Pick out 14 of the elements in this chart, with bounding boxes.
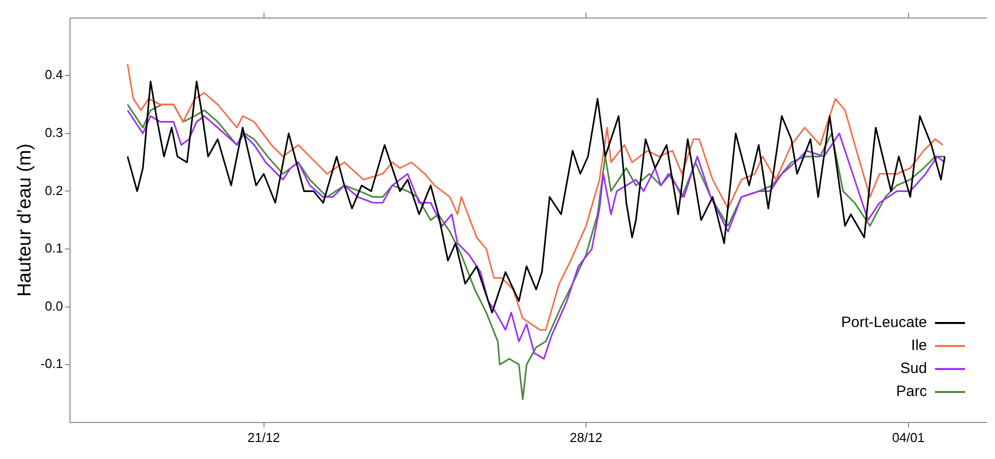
y-tick-label: 0.0 [44,298,63,314]
legend-label: Ile [911,337,927,354]
y-tick-label: 0.4 [44,67,63,82]
y-tick-label: 0.2 [44,182,63,198]
legend-label: Sud [900,360,927,377]
x-tick-label: 04/01 [892,430,925,445]
legend-label: Parc [896,383,927,400]
y-axis-title: Hauteur d’eau (m) [14,144,36,297]
x-tick-label: 28/12 [570,430,602,445]
x-tick-label: 21/12 [247,430,280,445]
y-tick-label: -0.1 [40,356,63,372]
y-tick-label: 0.3 [44,124,63,140]
legend-label: Port-Leucate [841,314,927,331]
y-tick-label: 0.1 [44,240,63,256]
